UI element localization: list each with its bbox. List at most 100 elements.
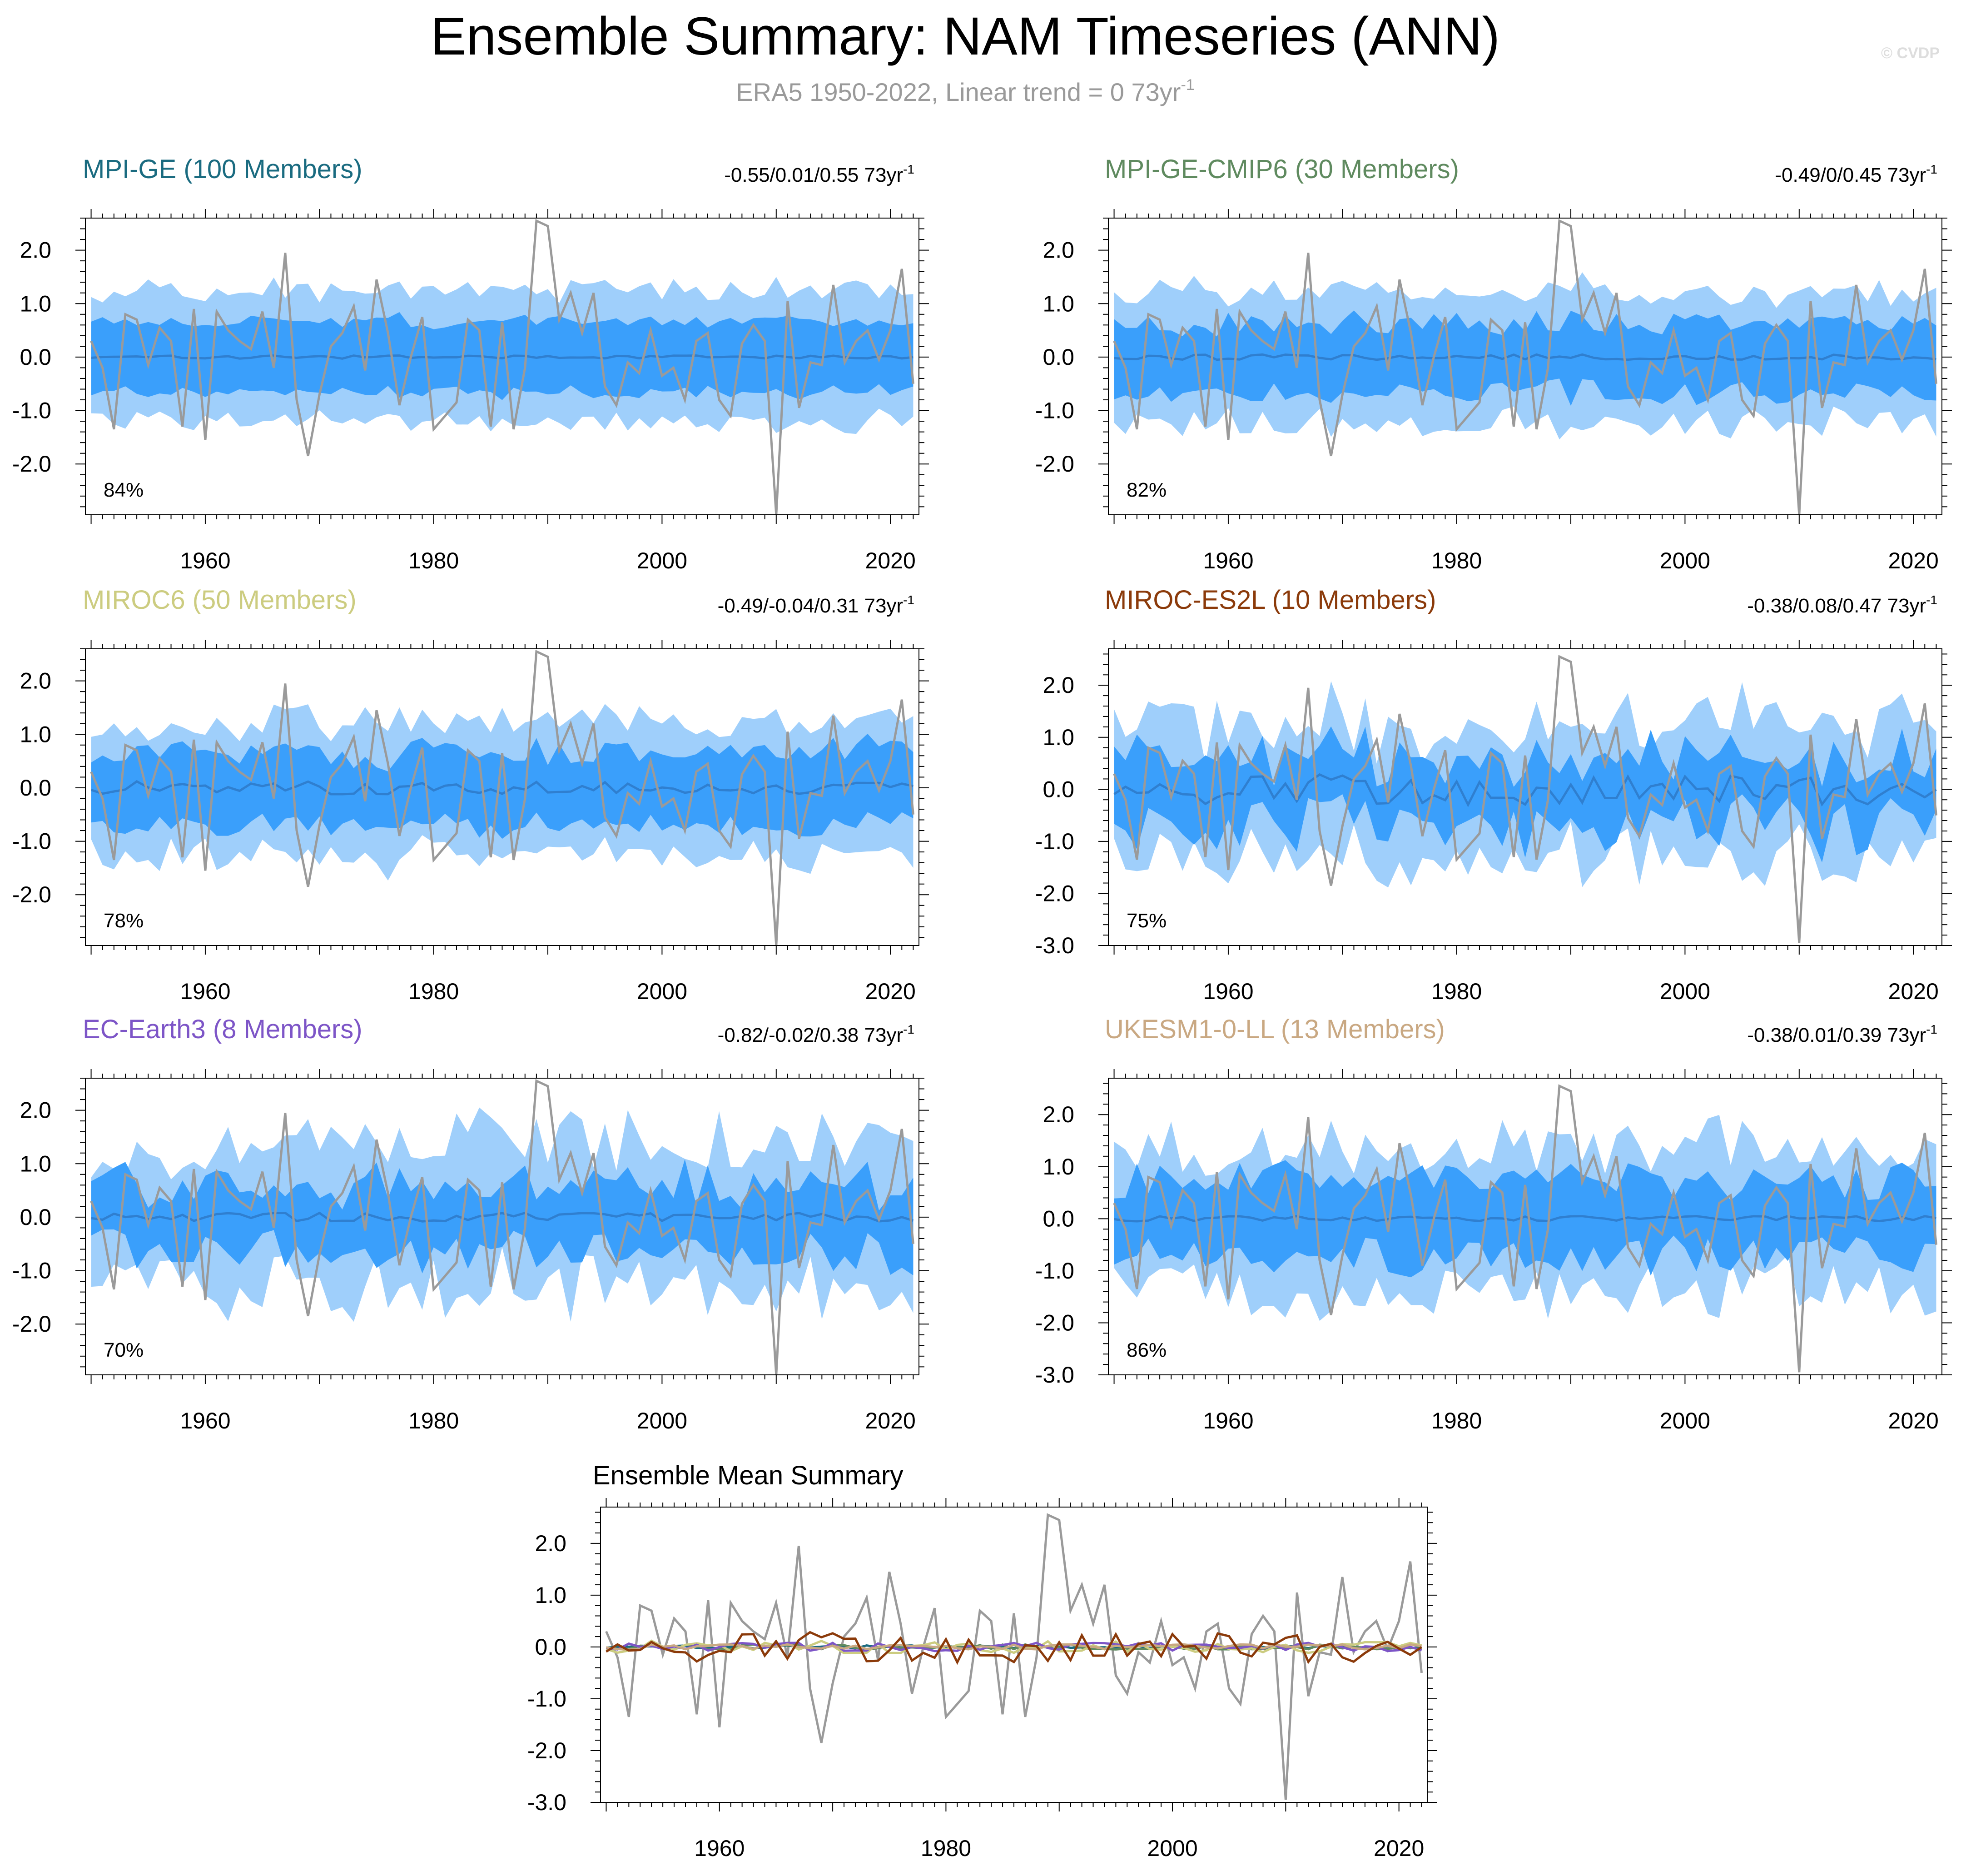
x-tick-label: 2020: [865, 1408, 916, 1433]
ensemble-mean-line: [91, 1211, 914, 1223]
y-tick-label: -2.0: [12, 1311, 51, 1337]
y-tick-label: 1.0: [1043, 725, 1074, 750]
x-tick-label: 1980: [921, 1836, 971, 1861]
figure-title: Ensemble Summary: NAM Timeseries (ANN): [431, 6, 1500, 66]
panel-trend-stats: -0.49/0/0.45 73yr-1: [1775, 162, 1937, 186]
y-tick-label: 2.0: [20, 1098, 51, 1123]
y-tick-label: 0.0: [20, 775, 51, 801]
x-tick-label: 1960: [1203, 1408, 1253, 1433]
observed-era5-line: [605, 1513, 1423, 1800]
observed-era5-line: [1113, 219, 1937, 515]
x-tick-label: 1980: [1431, 1408, 1482, 1433]
y-tick-label: 1.0: [20, 291, 51, 316]
x-tick-label: 2000: [1147, 1836, 1197, 1861]
y-tick-label: -3.0: [1035, 1362, 1074, 1388]
y-tick-label: -3.0: [527, 1790, 566, 1815]
x-tick-label: 2000: [637, 548, 687, 573]
spread-band-inner: [91, 733, 913, 839]
y-tick-label: -2.0: [12, 882, 51, 907]
x-tick-label: 1960: [1203, 979, 1253, 1004]
plot-area: [90, 219, 914, 515]
plot-area: [90, 650, 914, 945]
y-tick-label: 2.0: [535, 1531, 566, 1556]
panel-mpi-ge: 2.0 1.0 0.0 -1.0 -2.0 1960 1980 2000 2020 MPI-GE …: [12, 154, 929, 573]
y-tick-label: 1.0: [1043, 291, 1074, 316]
panel-percent-label: 78%: [104, 910, 144, 932]
y-tick-label: -2.0: [1035, 451, 1074, 477]
plot-area: [1113, 219, 1937, 515]
x-tick-label: 2000: [1660, 1408, 1710, 1433]
y-tick-label: -1.0: [12, 1258, 51, 1284]
y-tick-label: 0.0: [1043, 344, 1074, 370]
x-tick-label: 2000: [1660, 548, 1710, 573]
observed-era5-line: [90, 219, 914, 515]
x-tick-label: 2020: [865, 548, 916, 573]
y-tick-label: 2.0: [20, 238, 51, 263]
observed-era5-line: [1113, 655, 1937, 943]
y-tick-label: 1.0: [535, 1582, 566, 1608]
x-tick-label: 1960: [694, 1836, 745, 1861]
panel-trend-stats: -0.38/0.01/0.39 73yr-1: [1747, 1022, 1937, 1046]
panel-ukesm1-0-ll: 2.0 1.0 0.0 -1.0 -2.0 -3.0 1960 1980 2000 2020 UKE…: [1035, 1015, 1952, 1433]
y-tick-label: 2.0: [1043, 1102, 1074, 1127]
observed-era5-line: [90, 650, 914, 945]
y-tick-label: 0.0: [20, 1204, 51, 1230]
x-tick-label: 2020: [1888, 979, 1939, 1004]
x-tick-label: 1980: [1431, 979, 1482, 1004]
x-tick-label: 2020: [865, 979, 916, 1004]
y-tick-label: -1.0: [12, 829, 51, 854]
y-tick-label: 2.0: [1043, 238, 1074, 263]
y-tick-label: -3.0: [1035, 933, 1074, 958]
panel-trend-stats: -0.49/-0.04/0.31 73yr-1: [718, 593, 914, 617]
panel-trend-stats: -0.38/0.08/0.47 73yr-1: [1747, 593, 1937, 617]
panel-mpi-ge-cmip6: 2.0 1.0 0.0 -1.0 -2.0 1960 1980 2000 2020 MPI-GE-…: [1035, 154, 1952, 573]
mean-line-miroc-es2l: [606, 1631, 1422, 1665]
panel-title: Ensemble Mean Summary: [593, 1461, 903, 1490]
panel-percent-label: 82%: [1127, 479, 1167, 501]
panel-percent-label: 84%: [104, 479, 144, 501]
y-tick-label: 0.0: [20, 344, 51, 370]
spread-band-inner: [1114, 726, 1936, 863]
y-tick-label: 2.0: [20, 668, 51, 694]
panel-trend-stats: -0.82/-0.02/0.38 73yr-1: [718, 1022, 914, 1046]
panel-miroc-es2l: 2.0 1.0 0.0 -1.0 -2.0 -3.0 1960 1980 2000 2020 MIR…: [1035, 585, 1952, 1004]
panel-miroc6: 2.0 1.0 0.0 -1.0 -2.0 1960 1980 2000 2020 MIROC6 …: [12, 585, 929, 1004]
x-tick-label: 2000: [637, 1408, 687, 1433]
figure-subtitle: ERA5 1950-2022, Linear trend = 0 73yr-1: [736, 76, 1194, 106]
x-tick-label: 1960: [180, 548, 230, 573]
y-tick-label: 0.0: [1043, 1206, 1074, 1231]
y-tick-label: -1.0: [1035, 1258, 1074, 1284]
x-tick-label: 2020: [1374, 1836, 1424, 1861]
x-tick-label: 1960: [180, 1408, 230, 1433]
x-tick-label: 2020: [1888, 548, 1939, 573]
y-tick-label: -2.0: [12, 451, 51, 477]
y-tick-label: 1.0: [20, 1151, 51, 1176]
panel-ensemble-mean-summary: 2.0 1.0 0.0 -1.0 -2.0 -3.0 1960 1980 2000 2020 Ens…: [527, 1461, 1437, 1861]
mean-line-ec-earth3: [606, 1642, 1422, 1652]
y-tick-label: 0.0: [1043, 776, 1074, 802]
plot-area: [605, 1513, 1423, 1800]
plot-area: [1113, 655, 1937, 943]
panel-title: MPI-GE-CMIP6 (30 Members): [1105, 154, 1459, 184]
x-tick-label: 1960: [1203, 548, 1253, 573]
ensemble-mean-line: [1114, 1215, 1936, 1223]
plot-area: [90, 1079, 914, 1375]
panel-title: MIROC-ES2L (10 Members): [1105, 585, 1436, 615]
plot-area: [1113, 1084, 1937, 1373]
x-tick-label: 1980: [408, 548, 459, 573]
panel-title: EC-Earth3 (8 Members): [83, 1015, 362, 1044]
ensemble-mean-line: [91, 354, 913, 360]
x-tick-label: 1980: [1431, 548, 1482, 573]
x-tick-label: 2000: [1660, 979, 1710, 1004]
observed-era5-line: [90, 1079, 914, 1375]
y-tick-label: 0.0: [535, 1634, 566, 1660]
x-tick-label: 2020: [1888, 1408, 1939, 1433]
panel-title: MIROC6 (50 Members): [83, 585, 357, 615]
y-tick-label: -2.0: [1035, 1310, 1074, 1335]
y-tick-label: 1.0: [20, 722, 51, 747]
panel-percent-label: 86%: [1127, 1339, 1167, 1361]
x-tick-label: 1960: [180, 979, 230, 1004]
y-tick-label: -1.0: [527, 1686, 566, 1712]
ensemble-mean-line: [1113, 773, 1937, 807]
